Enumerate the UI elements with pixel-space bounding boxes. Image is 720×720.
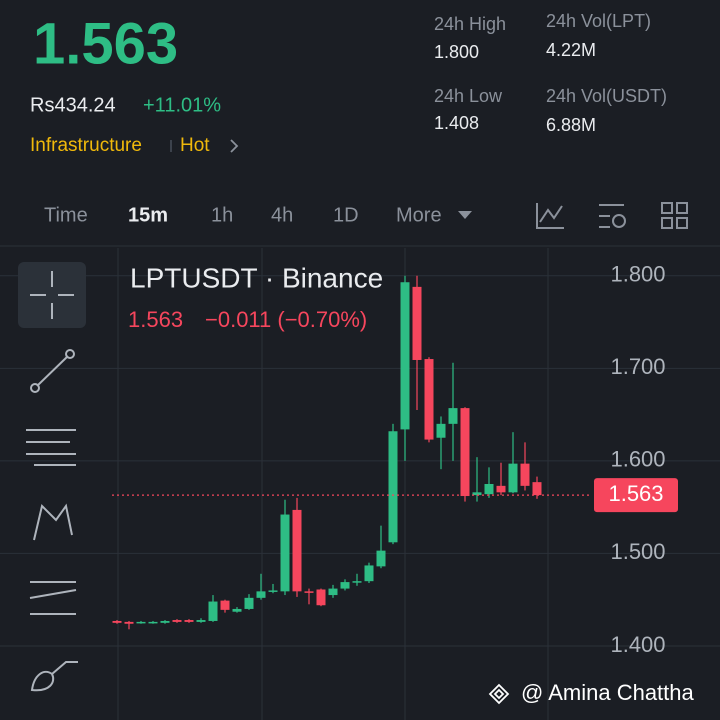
y-tick-label: 1.600 — [610, 447, 665, 472]
line-tool[interactable] — [36, 355, 69, 387]
tab[interactable]: Time — [44, 204, 88, 226]
stat-value: 4.22M — [546, 40, 596, 60]
tag[interactable]: Hot — [180, 135, 210, 156]
candle-body — [268, 590, 278, 592]
candle-body — [316, 589, 326, 606]
watermark: @ Amina Chattha — [521, 680, 695, 705]
toolbar-icons — [536, 202, 688, 229]
candle-body — [292, 509, 302, 592]
watermark-logo — [488, 683, 510, 705]
layout-icon[interactable] — [661, 217, 673, 229]
candle-body — [220, 600, 230, 610]
candle-body — [388, 431, 398, 543]
projection-tool[interactable] — [29, 581, 77, 615]
fib-tool[interactable] — [26, 429, 76, 466]
tab[interactable]: 4h — [271, 204, 293, 226]
candle-body — [520, 463, 530, 486]
candle-body — [436, 423, 446, 438]
candle-body — [352, 581, 362, 583]
candle-body — [196, 620, 206, 622]
candle-body — [460, 408, 470, 497]
price: 1.563 — [33, 11, 178, 76]
candle-body — [472, 492, 482, 496]
y-tick-label: 1.400 — [610, 632, 665, 657]
candle-body — [328, 588, 338, 596]
last-price-label: 1.563 — [608, 481, 663, 506]
crosshair-tool[interactable] — [30, 271, 74, 319]
pattern-tool[interactable] — [33, 503, 73, 541]
chevron — [230, 139, 239, 153]
y-tick-label: 1.800 — [610, 262, 665, 287]
change: +11.01% — [143, 94, 221, 116]
stat-label: 24h High — [434, 14, 506, 34]
candle-body — [376, 550, 386, 567]
candle-body — [148, 621, 158, 624]
stat-label: 24h Low — [434, 86, 503, 106]
tab[interactable]: 1D — [333, 204, 359, 226]
stat-value: 1.800 — [434, 42, 479, 62]
candle-body — [412, 286, 422, 360]
layout-icon[interactable] — [676, 217, 688, 229]
y-tick-label: 1.700 — [610, 354, 665, 379]
indicator-icon[interactable] — [536, 203, 564, 229]
chart-overlay: LPTUSDT · Binance 1.563 −0.011 (−0.70%) — [128, 262, 383, 331]
layout-icon[interactable] — [661, 202, 673, 214]
tab-active[interactable]: 15m — [128, 204, 168, 226]
candle-body — [136, 621, 146, 624]
candle-body — [112, 620, 122, 623]
line-tool — [65, 349, 75, 359]
candle-body — [232, 608, 242, 612]
candle-body — [304, 591, 314, 593]
y-tick-label: 1.500 — [610, 539, 665, 564]
candle-body — [508, 463, 518, 493]
candle-body — [484, 484, 494, 495]
candle-body — [496, 485, 506, 493]
chart: 1.400 1.500 1.600 1.700 1.800 1.563 — [0, 248, 720, 720]
tab[interactable]: More — [396, 204, 442, 226]
candle-body — [244, 597, 254, 609]
candle-body — [364, 565, 374, 582]
last-price-box — [594, 478, 678, 513]
candle-body — [172, 620, 182, 622]
candle-body — [124, 621, 134, 624]
tab[interactable]: 1h — [211, 204, 233, 226]
legend-price: 1.563 — [128, 307, 183, 332]
stat-label: 24h Vol(LPT) — [546, 11, 651, 31]
settings-icon[interactable] — [612, 214, 626, 228]
candle-body — [424, 359, 434, 440]
candle-body — [184, 620, 194, 622]
line-tool — [30, 383, 40, 393]
chart-title: LPTUSDT · Binance — [130, 262, 383, 293]
candle-body — [448, 408, 458, 424]
candle-body — [160, 620, 170, 623]
fiat-price: Rs434.24 — [30, 94, 116, 116]
candle-body — [208, 601, 218, 621]
legend-change: −0.011 (−0.70%) — [205, 307, 367, 332]
settings-icon[interactable] — [599, 204, 624, 228]
tag[interactable]: Infrastructure — [30, 135, 142, 156]
brush-tool[interactable] — [30, 661, 78, 692]
candle-body — [280, 514, 290, 592]
stat-value: 1.408 — [434, 113, 479, 133]
candle-body — [400, 282, 410, 430]
candle-body — [256, 591, 266, 598]
stat-label: 24h Vol(USDT) — [546, 86, 667, 106]
candle-body — [532, 482, 542, 496]
stat-value: 6.88M — [546, 115, 596, 135]
candle-body — [340, 582, 350, 589]
dropdown-icon — [458, 211, 472, 219]
tool-active-bg — [18, 262, 86, 328]
layout-icon[interactable] — [676, 202, 688, 214]
drawing-tools — [18, 262, 86, 692]
